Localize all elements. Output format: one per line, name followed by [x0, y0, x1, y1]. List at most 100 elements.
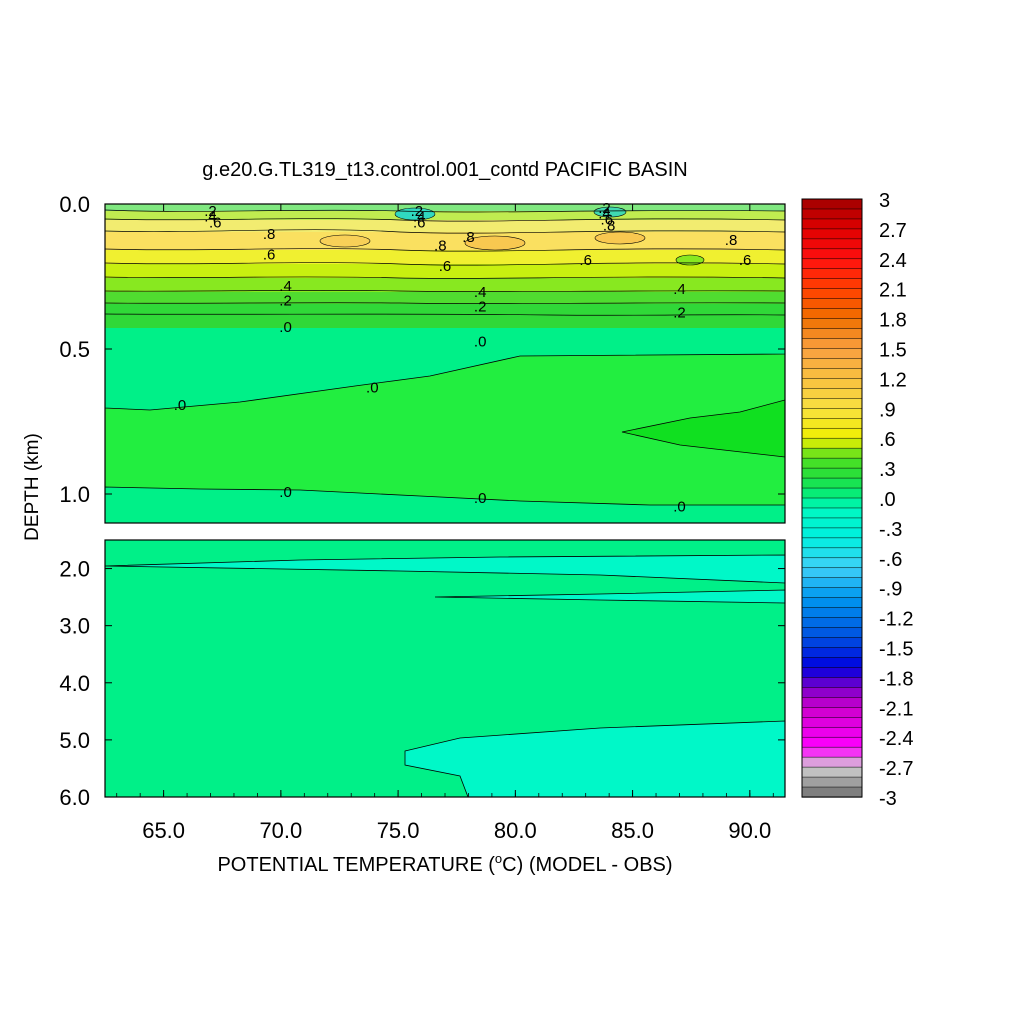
colorbar-label: 3	[879, 190, 890, 212]
colorbar-swatch	[801, 497, 863, 509]
chart-title: g.e20.G.TL319_t13.control.001_contd PACI…	[202, 159, 687, 181]
x-tick-label: 70.0	[259, 818, 302, 843]
colorbar-swatch	[801, 687, 863, 698]
contour-line	[105, 209, 785, 213]
contour-label: .0	[174, 397, 187, 414]
colorbar-swatch	[801, 766, 863, 778]
contour-line	[105, 276, 785, 279]
contour-label: .4	[279, 278, 292, 295]
band-11	[105, 204, 785, 211]
upper-contour-lines	[105, 209, 785, 316]
colorbar-label: 2.7	[879, 220, 907, 242]
contour-label: .2	[474, 299, 487, 316]
y-tick-label: 0.0	[59, 192, 90, 217]
y-tick-label: 6.0	[59, 785, 90, 810]
contour-label: .2	[673, 304, 686, 321]
colorbar-label: .0	[879, 489, 896, 511]
y-tick-label: 2.0	[59, 557, 90, 582]
colorbar-swatch	[801, 437, 863, 449]
contour-label: .0	[366, 380, 379, 397]
colorbar-swatch	[801, 567, 863, 579]
colorbar-swatch	[801, 547, 863, 559]
x-axis: 65.0 70.0 75.0 80.0 85.0 90.0	[142, 204, 771, 843]
band-07	[105, 248, 785, 264]
lower-cool-band-1	[105, 554, 785, 584]
colorbar-swatch	[801, 707, 863, 718]
contour-label: .4	[474, 284, 487, 301]
lower-minor-ticks	[116, 793, 774, 797]
colorbar-label: -1.2	[879, 609, 913, 631]
colorbar-swatch	[801, 288, 863, 300]
warm-patch	[594, 231, 646, 245]
contour-label: .2	[204, 203, 217, 220]
contour-label: .4	[598, 206, 611, 223]
warm-patch	[464, 235, 526, 251]
colorbar-swatch	[801, 477, 863, 489]
x-tick-label: 90.0	[728, 818, 771, 843]
colorbar-swatch	[801, 647, 863, 659]
x-tick-label: 80.0	[494, 818, 537, 843]
upper-contour-labels: .2.4.6.8.6.4.2.0.0.0.0.2.4.6.8.8.6.4.2.0…	[174, 200, 752, 516]
colorbar-swatch	[801, 577, 863, 589]
colorbar-swatch	[801, 378, 863, 390]
upper-deep-band	[105, 486, 785, 523]
colorbar-frame	[801, 198, 863, 798]
colorbar-swatch	[801, 308, 863, 320]
colorbar-swatch	[801, 746, 863, 758]
colorbar-label: .6	[879, 429, 896, 451]
contour-line	[105, 313, 785, 316]
colorbar-swatch	[801, 268, 863, 280]
contour-line	[105, 302, 785, 305]
colorbar-swatch	[801, 756, 863, 768]
colorbar-swatch	[801, 418, 863, 429]
band-06	[105, 262, 785, 278]
colorbar-swatch	[801, 657, 863, 669]
x-tick-label: 75.0	[377, 818, 420, 843]
colorbar-swatch	[801, 457, 863, 469]
contour-label: .6	[413, 214, 426, 231]
colorbar-swatch	[801, 258, 863, 270]
colorbar-swatch	[801, 398, 863, 409]
contour-label: .6	[209, 214, 222, 231]
y-tick-label: 5.0	[59, 728, 90, 753]
y-tick-label: 1.0	[59, 482, 90, 507]
x-axis-label: POTENTIAL TEMPERATURE (oC) (MODEL - OBS)	[217, 851, 672, 876]
contour-label: .8	[434, 238, 447, 255]
contour-label: .2	[279, 293, 292, 310]
contour-line	[105, 218, 785, 222]
colorbar-swatch	[801, 218, 863, 230]
colorbar-swatch	[801, 677, 863, 689]
colorbar-swatch	[801, 278, 863, 290]
contour-line	[105, 262, 785, 266]
colorbar-swatch	[801, 348, 863, 360]
colorbar-swatch	[801, 527, 863, 539]
colorbar-swatch	[801, 338, 863, 350]
contour-label: .0	[279, 484, 292, 501]
contour-label: .6	[263, 246, 276, 263]
upper-deep-patch	[621, 399, 785, 458]
x-tick-label: 65.0	[142, 818, 185, 843]
contour-label: .6	[439, 258, 452, 275]
contour-label: .0	[673, 499, 686, 516]
contour-label: .8	[263, 226, 276, 243]
colorbar-label: -2.4	[879, 728, 913, 750]
colorbar-label: -.6	[879, 549, 902, 571]
contour-label: .4	[413, 209, 426, 226]
colorbar-swatch	[801, 776, 863, 788]
colorbar-swatch	[801, 627, 863, 639]
colorbar-labels: 3 2.7 2.4 2.1 1.8 1.5 1.2 .9 .6 .3 .0 -.3 -.6 -.9 -1.2…	[879, 190, 913, 810]
contour-label: .0	[474, 333, 487, 350]
lower-contour-fill	[105, 540, 785, 797]
colorbar-swatch	[801, 318, 863, 330]
colorbar-label: -3	[879, 788, 897, 810]
colorbar-label: -2.7	[879, 758, 913, 780]
band-10	[105, 210, 785, 220]
colorbar-swatch	[801, 388, 863, 399]
colorbar-swatch	[801, 697, 863, 708]
band-05	[105, 276, 785, 292]
cool-patch	[593, 206, 627, 218]
colorbar-swatch	[801, 617, 863, 629]
colorbar-label: -.9	[879, 579, 902, 601]
colorbar-label: 1.5	[879, 340, 907, 362]
